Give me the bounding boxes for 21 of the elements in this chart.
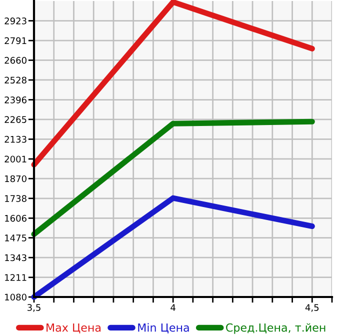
y-tick-label: 1870 (5, 175, 26, 182)
y-tick-label: 2001 (4, 156, 26, 163)
y-tick-label: 2133 (4, 136, 26, 143)
x-tick-label: 4 (170, 304, 176, 311)
y-tick-label: 1211 (5, 274, 26, 281)
y-tick-label: 2791 (4, 37, 26, 44)
legend-label: Сред.Цена, т.йен (226, 323, 326, 334)
y-tick-label: 1738 (5, 195, 26, 202)
y-tick-label: 1606 (5, 214, 26, 222)
y-tick-label: 2660 (4, 56, 26, 64)
legend-label: Max Цена (46, 323, 101, 334)
y-tick-label: 2528 (4, 76, 26, 84)
y-tick-label: 1475 (5, 234, 26, 242)
y-tick-label: 2923 (4, 18, 26, 24)
legend-label: Min Цена (138, 323, 189, 334)
y-tick-label: 1080 (5, 294, 26, 301)
y-tick-label: 2265 (4, 116, 26, 123)
x-tick-label: 3,5 (28, 304, 40, 312)
y-tick-label: 2396 (4, 96, 26, 104)
y-tick-label: 1343 (5, 254, 26, 262)
x-tick-label: 4,5 (305, 304, 319, 312)
